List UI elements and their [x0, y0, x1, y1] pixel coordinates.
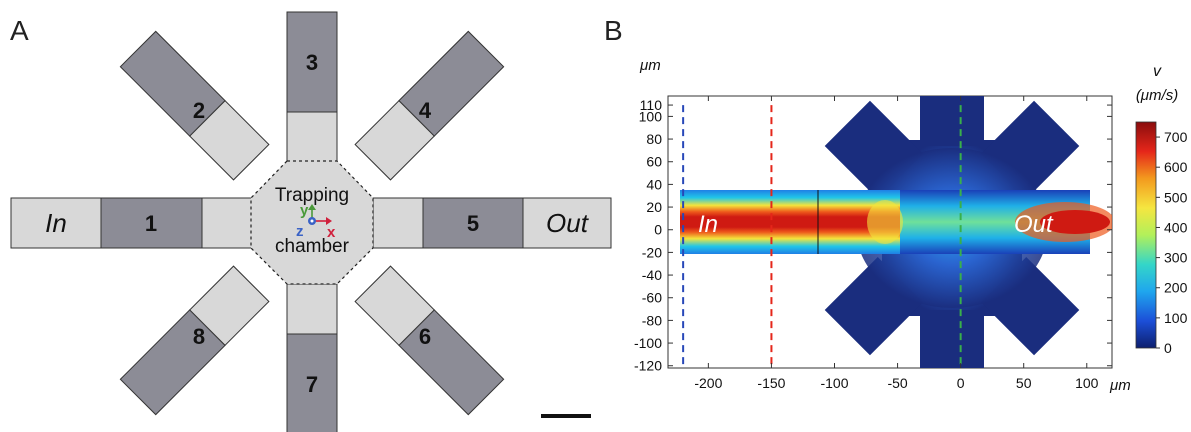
- y-tick-label: -60: [642, 290, 662, 306]
- channel-7-label: 7: [306, 372, 318, 397]
- y-tick-label: 0: [654, 222, 662, 238]
- x-tick-label: -150: [757, 375, 785, 391]
- channel-6-valve: [119, 309, 226, 416]
- colorbar-tick-label: 700: [1164, 129, 1188, 145]
- y-tick-label: -40: [642, 267, 662, 283]
- y-tick-label: 110: [640, 97, 663, 113]
- chamber-label-line1: Trapping: [275, 185, 349, 206]
- scale-bar: [541, 414, 591, 418]
- colorbar-tick-label: 500: [1164, 189, 1188, 205]
- jet-tip: [867, 200, 903, 244]
- inlet-jet: [680, 190, 900, 254]
- channel-2-valve: [398, 30, 505, 137]
- channel-8-valve: [398, 309, 505, 416]
- colorbar-symbol: v: [1153, 63, 1162, 80]
- panel-a: A Trapping: [10, 11, 612, 432]
- y-tick-label: -120: [634, 358, 662, 374]
- channel-3-label: 3: [306, 50, 318, 75]
- inlet-segment: [10, 197, 102, 249]
- y-tick-label: 100: [639, 108, 663, 124]
- chamber-label-line2: chamber: [275, 236, 350, 257]
- colorbar-unit: (μm/s): [1136, 87, 1178, 104]
- panel-a-label: A: [10, 15, 29, 46]
- y-tick-label: -20: [642, 244, 662, 260]
- outlet-label: Out: [546, 208, 590, 238]
- y-tick-label: 60: [646, 154, 662, 170]
- colorbar-tick-label: 400: [1164, 219, 1188, 235]
- colorbar-tick-label: 300: [1164, 250, 1188, 266]
- channel-4-label: 4: [419, 98, 432, 123]
- channel-5-label: 5: [467, 211, 479, 236]
- y-unit-label: μm: [639, 57, 661, 74]
- x-axis-ticks: -200 -150 -100 -50 0 50 100: [694, 96, 1099, 391]
- y-tick-label: 80: [646, 131, 662, 147]
- inlet-label: In: [45, 208, 67, 238]
- colorbar-tick-label: 600: [1164, 159, 1188, 175]
- outlet-segment: [522, 197, 612, 249]
- panel-b: B: [604, 15, 1188, 394]
- x-tick-label: 100: [1075, 375, 1099, 391]
- axis-x-label: x: [327, 224, 336, 241]
- plot-outlet-label: Out: [1014, 211, 1054, 238]
- cut-lines: [682, 105, 962, 368]
- colorbar-ticks: 700 600 500 400 300 200 100 0: [1156, 129, 1188, 356]
- channel-4-valve: [119, 30, 226, 137]
- y-tick-label: 20: [646, 199, 662, 215]
- channel-7-valve: [286, 333, 338, 432]
- y-tick-label: -80: [642, 312, 662, 328]
- xyz-axes-icon: [308, 204, 332, 225]
- channel-5-valve: [422, 197, 524, 249]
- channel-1-label: 1: [145, 211, 157, 236]
- x-tick-label: 0: [957, 375, 965, 391]
- colorbar: [1135, 121, 1157, 349]
- colorbar-tick-label: 200: [1164, 280, 1188, 296]
- x-tick-label: 50: [1016, 375, 1032, 391]
- colorbar-tick-label: 0: [1164, 340, 1172, 356]
- channel-6-label: 6: [419, 324, 431, 349]
- channel-1-valve: [100, 197, 203, 249]
- velocity-field: [680, 96, 1112, 368]
- colorbar-tick-label: 100: [1164, 310, 1188, 326]
- outlet-core: [1040, 210, 1110, 234]
- axis-y-label: y: [300, 202, 309, 219]
- trapping-chamber-outline: [250, 160, 374, 285]
- channel-8-label: 8: [193, 324, 205, 349]
- channel-5-stub: [372, 197, 424, 249]
- plot-inlet-label: In: [698, 211, 718, 238]
- channel-1-stub: [201, 197, 253, 249]
- x-tick-label: -200: [694, 375, 722, 391]
- axis-z-label: z: [296, 223, 304, 240]
- x-tick-label: -50: [887, 375, 907, 391]
- x-unit-label: μm: [1109, 377, 1131, 394]
- channel-2-label: 2: [193, 98, 205, 123]
- y-tick-label: -100: [634, 335, 662, 351]
- channel-3-stub: [286, 111, 338, 163]
- y-tick-label: 40: [646, 176, 662, 192]
- x-tick-label: -100: [820, 375, 848, 391]
- channel-7-stub: [286, 283, 338, 335]
- panel-b-label: B: [604, 15, 623, 46]
